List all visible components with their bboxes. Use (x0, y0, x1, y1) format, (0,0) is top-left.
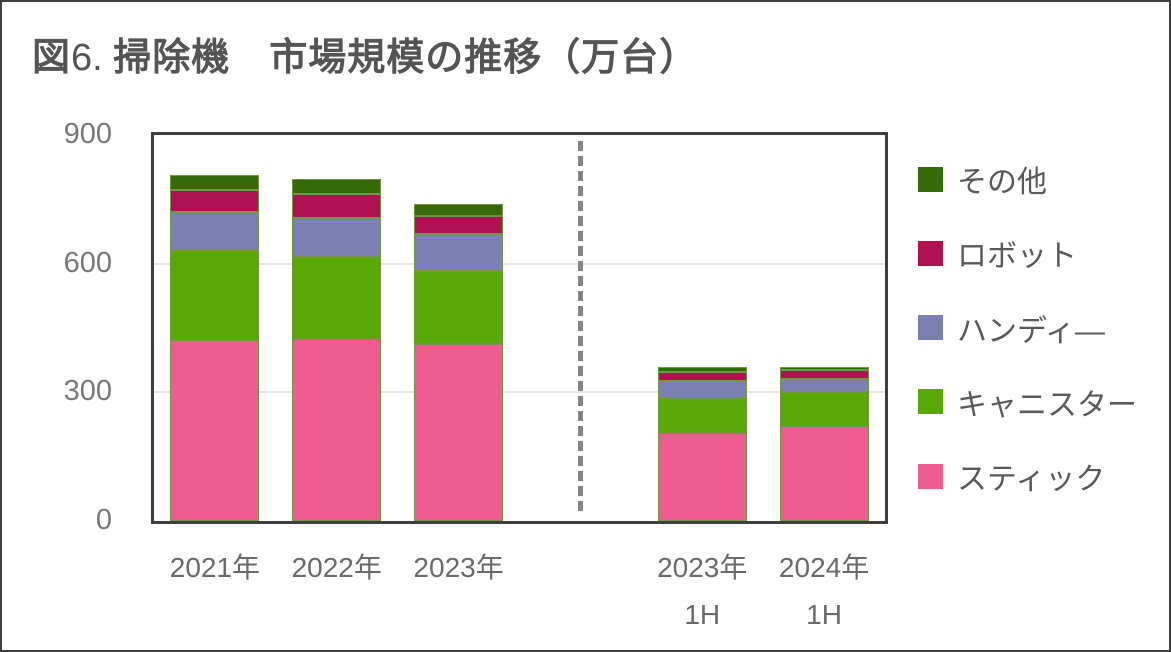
segment-stick (292, 338, 382, 521)
legend-item-handy: ハンディ― (918, 310, 1105, 348)
y-tick-600: 600 (63, 246, 112, 279)
segment-other (170, 174, 260, 190)
segment-robot (170, 189, 260, 212)
y-tick-0: 0 (95, 504, 112, 536)
legend-label-handy: ハンディ― (957, 314, 1105, 348)
segment-stick (657, 432, 747, 521)
bar-2023年-1H (657, 366, 747, 521)
segment-stick (414, 344, 504, 521)
x-label-line1: 2021年 (169, 552, 261, 583)
x-label-line1: 2024年 (778, 552, 870, 583)
chart-title-fig: 図 (32, 37, 72, 79)
legend-label-other: その他 (957, 166, 1047, 199)
legend-swatch-handy (918, 315, 943, 341)
segment-handy (657, 381, 747, 398)
segment-handy (779, 378, 869, 393)
y-tick-900: 900 (63, 118, 112, 150)
segment-handy (292, 217, 382, 258)
segment-handy (414, 233, 504, 271)
legend-item-robot: ロボット (918, 235, 1077, 273)
legend-item-stick: スティック (918, 458, 1105, 496)
segment-stick (170, 340, 260, 521)
legend-label-robot: ロボット (957, 240, 1077, 274)
segment-canister (414, 270, 504, 345)
segment-canister (170, 251, 260, 341)
x-label-line1: 2023年 (413, 552, 504, 583)
gridline-600 (154, 262, 885, 265)
x-label-2021年: 2021年 (130, 551, 300, 585)
x-label-2024年-1H: 2024年 1H (739, 551, 909, 632)
segment-stick (779, 425, 869, 521)
plot-area (151, 132, 888, 524)
bar-2024年-1H (779, 366, 869, 521)
x-label-2022年: 2022年 (252, 551, 422, 585)
segment-canister (292, 257, 382, 339)
segment-robot (292, 193, 382, 218)
period-divider-dashed-line (577, 141, 583, 513)
segment-other (414, 203, 504, 216)
segment-other (657, 366, 747, 372)
x-label-line1: 2023年 (657, 552, 748, 583)
x-label-2023年: 2023年 (374, 551, 544, 585)
segment-robot (414, 215, 504, 234)
legend-item-canister: キャニスター (918, 384, 1137, 422)
legend-swatch-stick (918, 463, 943, 489)
segment-canister (779, 392, 869, 426)
segment-handy (170, 211, 260, 252)
plot-inner (154, 135, 885, 521)
legend-item-other: その他 (918, 161, 1047, 199)
legend-swatch-other (918, 166, 943, 192)
legend-swatch-canister (918, 389, 943, 415)
legend-label-canister: キャニスター (957, 388, 1137, 422)
legend-label-stick: スティック (957, 463, 1106, 497)
segment-other (292, 179, 382, 194)
x-label-line1: 2022年 (291, 552, 382, 583)
x-label-line2: 1H (806, 599, 842, 630)
segment-robot (779, 370, 869, 379)
chart-title: 図6. 掃除機 市場規模の推移（万台） (32, 26, 698, 81)
gridline-300 (154, 391, 885, 394)
x-label-line2: 1H (684, 599, 721, 630)
segment-canister (657, 397, 747, 433)
chart-title-main: 掃除機 市場規模の推移（万台） (113, 37, 699, 79)
bar-2021年 (170, 174, 260, 521)
bar-2023年 (414, 203, 504, 521)
segment-robot (657, 371, 747, 382)
y-tick-300: 300 (63, 375, 112, 408)
bar-2022年 (292, 179, 382, 521)
segment-other (779, 366, 869, 371)
chart-title-number: 6. (71, 37, 114, 79)
legend-swatch-robot (918, 240, 943, 266)
x-label-2023年-1H: 2023年 1H (617, 551, 787, 632)
